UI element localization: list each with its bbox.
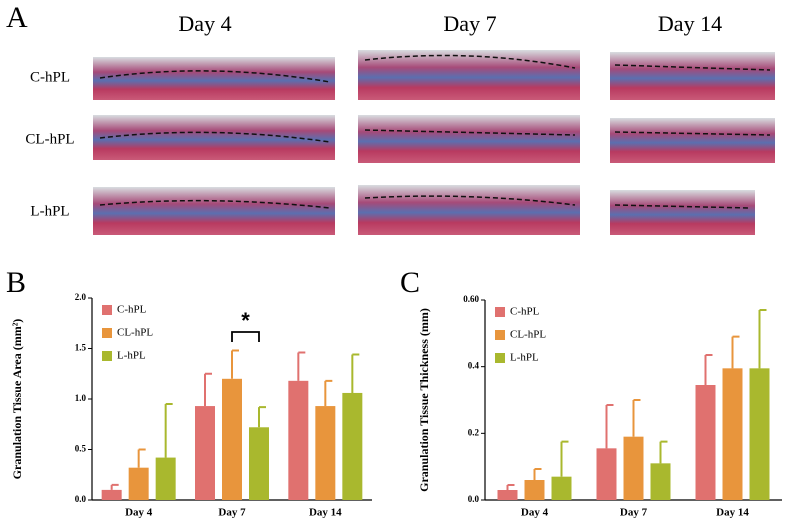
error-bar bbox=[204, 372, 212, 407]
legend-label: CL-hPL bbox=[510, 329, 546, 341]
error-bar bbox=[137, 448, 146, 468]
x-tick-label: Day 7 bbox=[620, 507, 648, 519]
bar bbox=[551, 476, 572, 500]
error-bar bbox=[704, 354, 713, 385]
bar bbox=[222, 378, 242, 500]
bar bbox=[155, 457, 176, 500]
histology-images bbox=[93, 50, 775, 235]
legend-label: L-hPL bbox=[117, 350, 146, 362]
legend-swatch bbox=[495, 330, 505, 340]
column-label: Day 4 bbox=[178, 11, 231, 36]
bar bbox=[722, 368, 743, 500]
y-tick-label: 1.5 bbox=[75, 343, 87, 353]
row-label: CL-hPL bbox=[25, 131, 74, 147]
x-tick-label: Day 4 bbox=[125, 507, 153, 519]
error-bar bbox=[731, 335, 740, 369]
error-bar bbox=[231, 349, 239, 379]
y-tick-label: 0.0 bbox=[75, 494, 87, 504]
error-bar bbox=[605, 404, 614, 449]
column-label: Day 14 bbox=[658, 11, 722, 36]
panel-label: B bbox=[6, 266, 26, 299]
histology-image bbox=[358, 115, 580, 163]
bar bbox=[497, 490, 518, 500]
bar bbox=[650, 463, 671, 500]
error-bar bbox=[632, 399, 641, 437]
x-tick-label: Day 14 bbox=[716, 507, 749, 519]
y-tick-label: 0.60 bbox=[463, 294, 479, 304]
panel-label: A bbox=[6, 1, 28, 34]
bar bbox=[596, 448, 617, 500]
bar bbox=[695, 385, 716, 500]
y-tick-label: 0.0 bbox=[468, 494, 480, 504]
row-label: C-hPL bbox=[30, 69, 70, 85]
histology-image bbox=[93, 115, 335, 160]
error-bar bbox=[533, 468, 542, 480]
histology-image bbox=[610, 118, 775, 163]
y-axis-label: Granulation Tissue Area (mm²) bbox=[10, 319, 24, 480]
error-bar bbox=[758, 309, 767, 369]
row-label: L-hPL bbox=[30, 203, 69, 219]
y-tick-label: 0.4 bbox=[468, 361, 480, 371]
x-tick-label: Day 7 bbox=[218, 507, 246, 519]
legend-swatch bbox=[102, 305, 112, 315]
error-bar bbox=[351, 353, 360, 393]
legend-label: CL-hPL bbox=[117, 327, 153, 339]
error-bar bbox=[297, 351, 306, 381]
bar bbox=[524, 480, 545, 500]
histology-image bbox=[358, 50, 580, 100]
bar bbox=[342, 392, 363, 500]
legend-label: C-hPL bbox=[510, 306, 540, 318]
bar bbox=[195, 406, 215, 500]
y-tick-label: 2.0 bbox=[75, 292, 87, 302]
histology-image bbox=[358, 185, 580, 235]
error-bar bbox=[659, 440, 668, 464]
bar bbox=[749, 368, 770, 500]
error-bar bbox=[164, 403, 173, 458]
bar bbox=[128, 467, 149, 500]
column-label: Day 7 bbox=[443, 11, 496, 36]
significance-bracket bbox=[231, 331, 260, 342]
panel-label: C bbox=[400, 266, 420, 299]
bar bbox=[101, 489, 122, 500]
error-bar bbox=[506, 484, 515, 490]
error-bar bbox=[560, 440, 569, 477]
bar bbox=[249, 427, 269, 500]
legend-swatch bbox=[495, 353, 505, 363]
y-tick-label: 0.2 bbox=[468, 427, 480, 437]
bar bbox=[315, 406, 336, 500]
bar bbox=[288, 380, 309, 500]
x-tick-label: Day 4 bbox=[521, 507, 549, 519]
legend-label: C-hPL bbox=[117, 304, 147, 316]
error-bar bbox=[110, 483, 119, 490]
legend-swatch bbox=[495, 307, 505, 317]
legend-swatch bbox=[102, 328, 112, 338]
significance-star: * bbox=[241, 308, 250, 333]
legend-swatch bbox=[102, 351, 112, 361]
histology-image bbox=[93, 187, 335, 235]
error-bar bbox=[258, 406, 266, 428]
histology-image bbox=[93, 57, 335, 100]
y-tick-label: 0.5 bbox=[75, 444, 87, 454]
error-bar bbox=[324, 379, 333, 407]
legend-label: L-hPL bbox=[510, 352, 539, 364]
y-axis-label: Granulation Tissue Thickness (mm) bbox=[417, 308, 431, 492]
histology-image bbox=[610, 52, 775, 100]
x-tick-label: Day 14 bbox=[309, 507, 342, 519]
histology-image bbox=[610, 190, 755, 235]
bar bbox=[623, 436, 644, 500]
y-tick-label: 1.0 bbox=[75, 393, 87, 403]
